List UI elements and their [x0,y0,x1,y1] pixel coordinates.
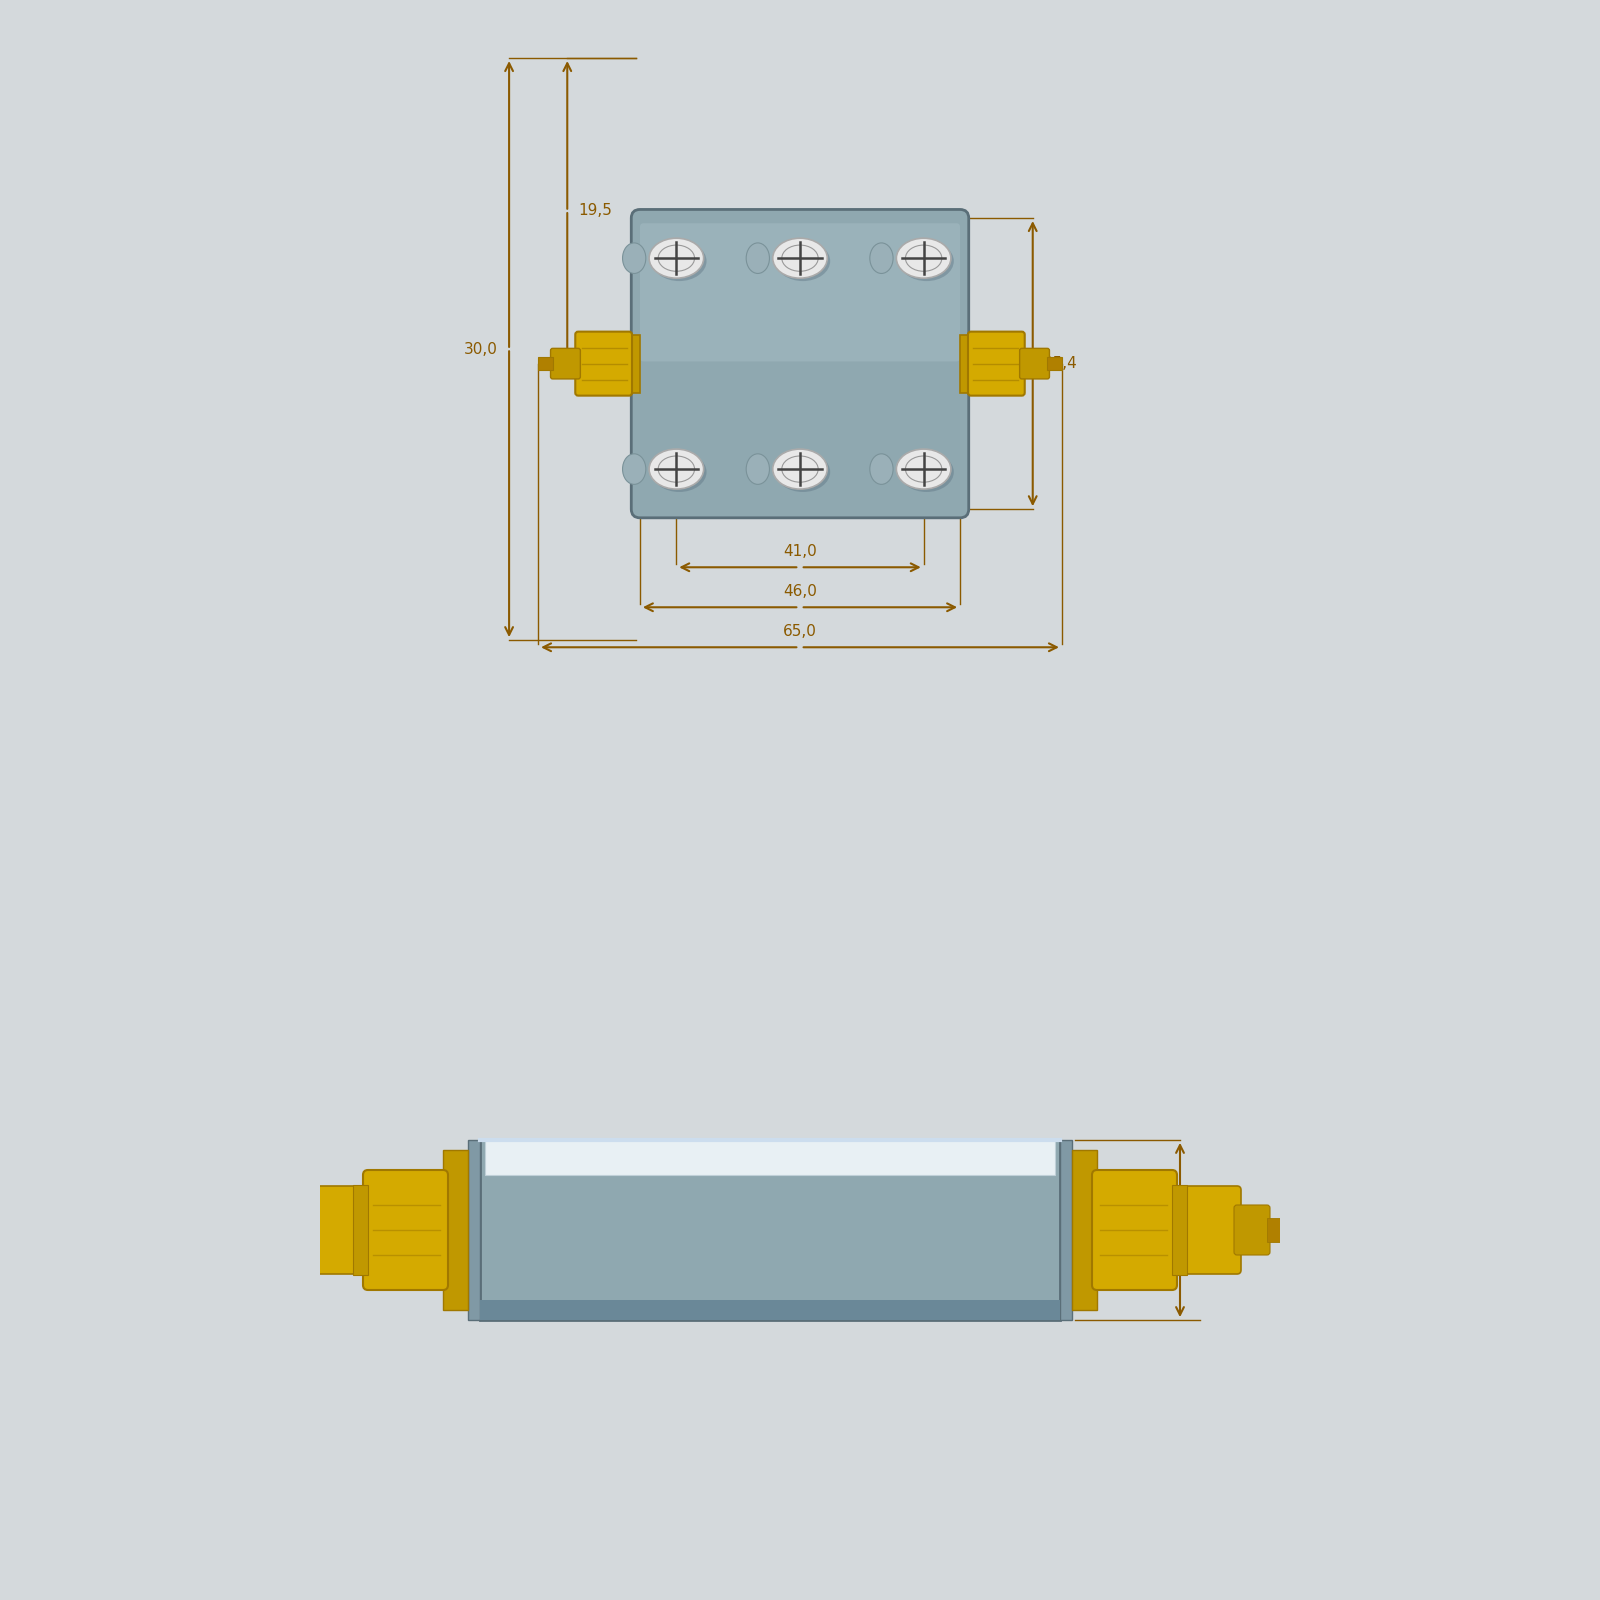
Ellipse shape [746,243,770,274]
Text: 30,0: 30,0 [464,341,498,357]
Ellipse shape [653,242,707,282]
Text: 19,5: 19,5 [578,203,613,219]
FancyBboxPatch shape [640,224,960,362]
Ellipse shape [746,454,770,485]
Bar [354,1186,368,1275]
Bar [1267,1218,1293,1242]
Ellipse shape [776,451,830,493]
Ellipse shape [650,238,704,278]
FancyBboxPatch shape [1234,1205,1270,1254]
Ellipse shape [653,451,707,493]
Ellipse shape [870,243,893,274]
Ellipse shape [899,451,954,493]
Bar [443,1150,467,1310]
Text: 65,0: 65,0 [782,624,818,638]
FancyBboxPatch shape [270,1205,306,1254]
Text: 12,0: 12,0 [1195,1222,1229,1237]
Text: 41,0: 41,0 [782,544,818,558]
Bar [1072,1150,1098,1310]
Bar [467,1139,480,1320]
Bar [538,357,552,370]
FancyBboxPatch shape [968,331,1024,395]
FancyBboxPatch shape [1182,1186,1242,1274]
FancyBboxPatch shape [632,210,968,518]
Text: 46,0: 46,0 [782,584,818,598]
Bar [248,1218,274,1242]
Ellipse shape [773,450,827,490]
Bar [1059,1139,1072,1320]
FancyBboxPatch shape [363,1170,448,1290]
Ellipse shape [899,242,954,282]
FancyBboxPatch shape [1091,1170,1178,1290]
Bar [1048,357,1062,370]
Text: 25,4: 25,4 [1043,357,1077,371]
Ellipse shape [773,238,827,278]
Ellipse shape [870,454,893,485]
FancyBboxPatch shape [576,331,632,395]
FancyBboxPatch shape [550,349,581,379]
Bar [480,1299,1059,1320]
Ellipse shape [896,450,950,490]
Bar [1171,1186,1187,1275]
Ellipse shape [622,243,646,274]
Ellipse shape [896,238,950,278]
Ellipse shape [650,450,704,490]
Ellipse shape [622,454,646,485]
Bar [480,1139,1059,1320]
Ellipse shape [776,242,830,282]
Bar [629,334,640,392]
Bar [485,1139,1054,1174]
FancyBboxPatch shape [1019,349,1050,379]
Bar [960,334,971,392]
FancyBboxPatch shape [299,1186,357,1274]
